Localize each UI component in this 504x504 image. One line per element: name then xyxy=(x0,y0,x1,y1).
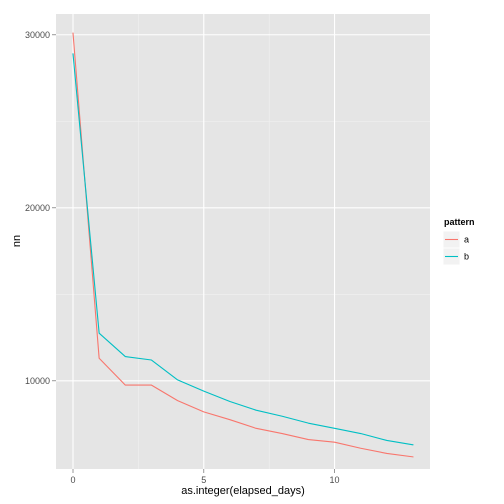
series-lines xyxy=(72,32,414,458)
x-tick-label: 0 xyxy=(70,475,75,485)
minor-gridlines xyxy=(56,14,430,469)
y-axis: 10000 20000 30000 xyxy=(25,30,56,386)
x-tick-label: 5 xyxy=(201,475,206,485)
legend-label: a xyxy=(464,235,469,245)
plot-panel xyxy=(56,14,430,469)
x-axis-title: as.integer(elapsed_days) xyxy=(181,485,305,497)
legend-item-a: a xyxy=(442,230,469,249)
y-axis-title: nn xyxy=(11,235,23,247)
series-line-b xyxy=(72,53,414,446)
legend-title: pattern xyxy=(444,217,475,227)
legend-label: b xyxy=(464,252,469,262)
legend-items: ab xyxy=(442,230,469,266)
x-tick-label: 10 xyxy=(330,475,340,485)
x-axis: 0 5 10 xyxy=(70,469,340,485)
y-tick-label: 30000 xyxy=(25,30,50,40)
legend-item-b: b xyxy=(442,247,469,266)
series-line-a xyxy=(72,32,414,458)
y-tick-label: 20000 xyxy=(25,203,50,213)
major-gridlines xyxy=(56,14,430,469)
legend: pattern ab xyxy=(442,217,475,266)
y-tick-label: 10000 xyxy=(25,376,50,386)
